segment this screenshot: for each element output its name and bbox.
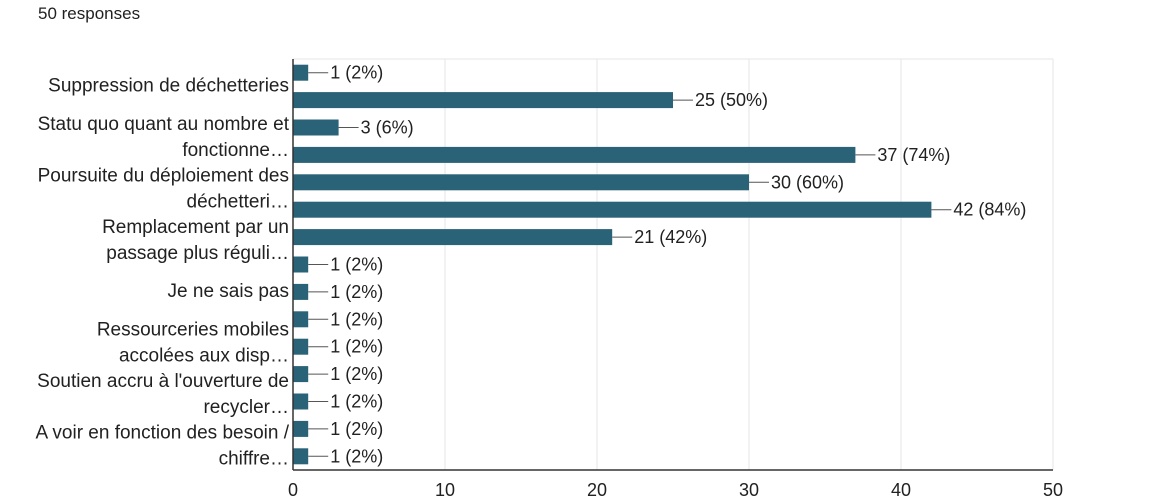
category-label-line: chiffre… xyxy=(219,448,289,469)
bar-5 xyxy=(293,201,932,218)
x-tick-label-30: 30 xyxy=(739,480,759,500)
category-label-line: déchetteri… xyxy=(187,191,289,212)
x-tick-label-10: 10 xyxy=(435,480,455,500)
category-label-5: Ressourceries mobiles accolées aux disp… xyxy=(97,320,289,367)
bar-2 xyxy=(293,119,339,136)
bar-9 xyxy=(293,311,309,328)
x-tick-label-0: 0 xyxy=(288,480,298,500)
x-tick-label-40: 40 xyxy=(891,480,911,500)
data-label-3: 37 (74%) xyxy=(877,145,950,165)
category-label-4: Je ne sais pas xyxy=(168,281,289,302)
response-count: 50 responses xyxy=(38,4,141,23)
bar-11 xyxy=(293,366,309,383)
category-label-line: Statu quo quant au nombre et xyxy=(38,114,290,135)
data-label-1: 25 (50%) xyxy=(695,90,768,110)
category-label-line: Soutien accru à l'ouverture de xyxy=(37,371,289,392)
data-label-14: 1 (2%) xyxy=(330,446,383,466)
x-tick-label-50: 50 xyxy=(1043,480,1063,500)
data-label-5: 42 (84%) xyxy=(953,200,1026,220)
data-label-12: 1 (2%) xyxy=(330,392,383,412)
data-label-8: 1 (2%) xyxy=(330,282,383,302)
bar-4 xyxy=(293,174,749,191)
category-label-6: Soutien accru à l'ouverture de recycler… xyxy=(37,371,289,418)
bar-7 xyxy=(293,256,309,273)
data-label-10: 1 (2%) xyxy=(330,337,383,357)
data-label-7: 1 (2%) xyxy=(330,255,383,275)
bar-12 xyxy=(293,393,309,410)
category-label-line: passage plus réguli… xyxy=(106,243,289,264)
data-label-6: 21 (42%) xyxy=(634,227,707,247)
category-label-1: Statu quo quant au nombre et fonctionne… xyxy=(38,114,290,161)
bar-6 xyxy=(293,229,613,246)
bar-14 xyxy=(293,448,309,465)
category-label-line: recycler… xyxy=(203,397,289,418)
category-label-line: Remplacement par un xyxy=(102,217,289,238)
bar-13 xyxy=(293,420,309,437)
category-label-line: Suppression de déchetteries xyxy=(48,76,289,97)
bar-8 xyxy=(293,283,309,300)
data-label-9: 1 (2%) xyxy=(330,309,383,329)
bars xyxy=(293,64,952,465)
category-label-line: Ressourceries mobiles xyxy=(97,320,289,341)
category-label-line: Je ne sais pas xyxy=(168,281,289,302)
category-label-3: Remplacement par un passage plus réguli… xyxy=(102,217,289,264)
gridlines xyxy=(293,58,1054,470)
data-label-4: 30 (60%) xyxy=(771,172,844,192)
bar-10 xyxy=(293,338,309,355)
category-label-2: Poursuite du déploiement des déchetteri… xyxy=(38,165,289,212)
data-label-0: 1 (2%) xyxy=(330,63,383,83)
category-label-line: fonctionne… xyxy=(182,140,289,161)
data-label-13: 1 (2%) xyxy=(330,419,383,439)
labels: 0 10 20 30 40 50 1 (2%) 25 (50%) 3 (6%) 37 (74%) 3… xyxy=(36,63,1064,500)
axes xyxy=(292,59,1053,471)
bar-0 xyxy=(293,64,309,81)
bar-1 xyxy=(293,92,673,109)
category-label-line: accolées aux disp… xyxy=(119,346,289,367)
x-tick-label-20: 20 xyxy=(587,480,607,500)
category-label-7: A voir en fonction des besoin / chiffre… xyxy=(36,422,290,469)
category-label-0: Suppression de déchetteries xyxy=(48,76,289,97)
data-label-2: 3 (6%) xyxy=(361,118,414,138)
data-label-11: 1 (2%) xyxy=(330,364,383,384)
category-label-line: Poursuite du déploiement des xyxy=(38,165,289,186)
bar-3 xyxy=(293,146,856,163)
category-label-line: A voir en fonction des besoin / xyxy=(36,422,290,443)
